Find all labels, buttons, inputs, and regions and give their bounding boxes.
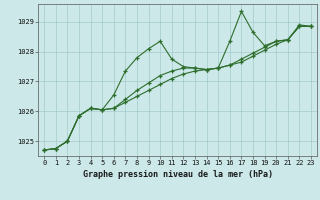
X-axis label: Graphe pression niveau de la mer (hPa): Graphe pression niveau de la mer (hPa) [83,170,273,179]
